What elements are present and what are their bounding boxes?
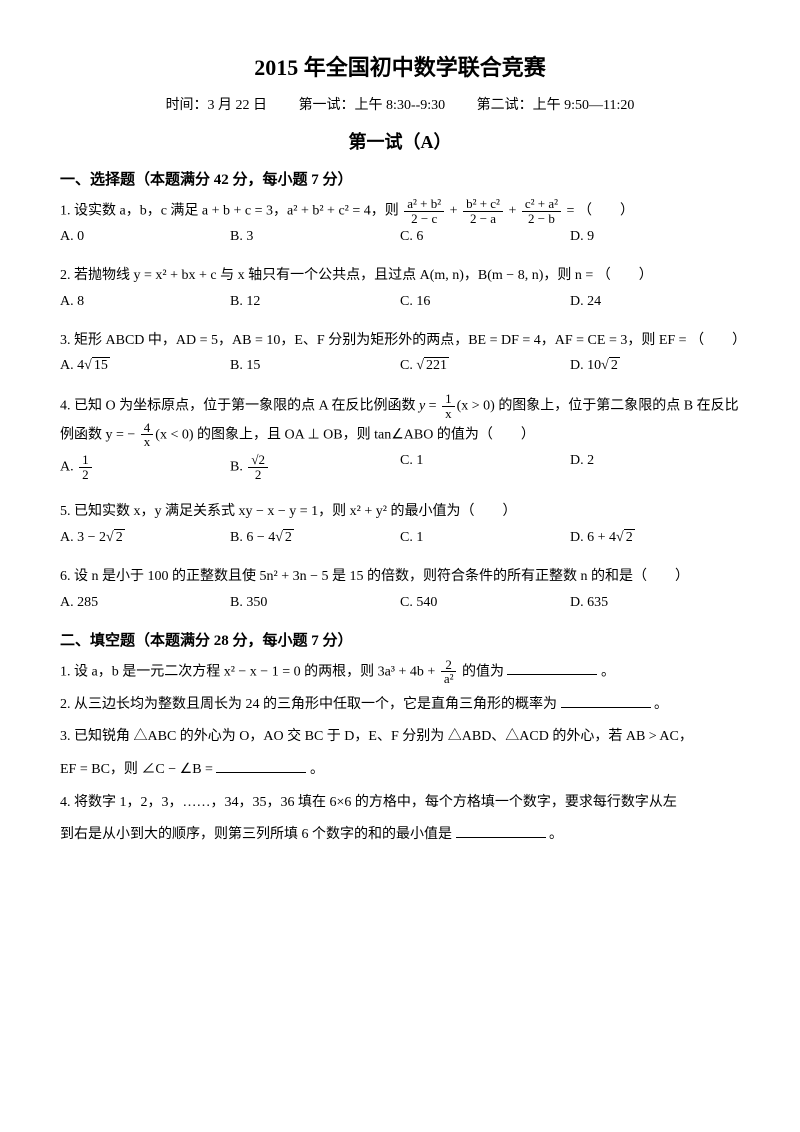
q5-c: C. 1	[400, 530, 570, 546]
q1-frac3: c² + a² 2 − b	[522, 197, 561, 225]
subtitle: 第一试（A）	[60, 128, 740, 154]
q3-options: A. 415 B. 15 C. 221 D. 102	[60, 358, 740, 374]
q5-stem: 5. 已知实数 x，y 满足关系式 xy − x − y = 1，则 x² + …	[60, 499, 740, 526]
q2-a: A. 8	[60, 294, 230, 310]
exam-page: 2015 年全国初中数学联合竞赛 时间：3 月 22 日 第一试：上午 8:30…	[0, 0, 800, 1132]
q1-a: A. 0	[60, 229, 230, 245]
exam-meta: 时间：3 月 22 日 第一试：上午 8:30--9:30 第二试：上午 9:5…	[60, 94, 740, 114]
q1-stem: 1. 设实数 a，b，c 满足 a + b + c = 3，a² + b² + …	[60, 197, 740, 225]
section-a-heading: 一、选择题（本题满分 42 分，每小题 7 分）	[60, 168, 740, 189]
q6-a: A. 285	[60, 595, 230, 611]
page-title: 2015 年全国初中数学联合竞赛	[60, 50, 740, 82]
q6-d: D. 635	[570, 595, 740, 611]
section-b-heading: 二、填空题（本题满分 28 分，每小题 7 分）	[60, 629, 740, 650]
q1-options: A. 0 B. 3 C. 6 D. 9	[60, 229, 740, 245]
q1-b: B. 3	[230, 229, 400, 245]
fq4-line2: 到右是从小到大的顺序，则第三列所填 6 个数字的和的最小值是 。	[60, 822, 740, 849]
q6-c: C. 540	[400, 595, 570, 611]
q6-stem: 6. 设 n 是小于 100 的正整数且使 5n² + 3n − 5 是 15 …	[60, 564, 740, 591]
q3-stem: 3. 矩形 ABCD 中，AD = 5，AB = 10，E、F 分别为矩形外的两…	[60, 328, 740, 355]
fq3-blank	[216, 758, 306, 773]
q1-frac1: a² + b² 2 − c	[404, 197, 444, 225]
q3-d: D. 102	[570, 358, 740, 374]
q4-stem: 4. 已知 O 为坐标原点，位于第一象限的点 A 在反比例函数 y = 1 x …	[60, 392, 740, 449]
q4-d: D. 2	[570, 453, 740, 481]
exam2-label: 第二试：上午 9:50—11:20	[477, 98, 635, 113]
q1-c: C. 6	[400, 229, 570, 245]
q5-b: B. 6 − 42	[230, 530, 400, 546]
q4-b: B. √2 2	[230, 453, 400, 481]
q5-a: A. 3 − 22	[60, 530, 230, 546]
q4-options: A. 1 2 B. √2 2 C. 1 D. 2	[60, 453, 740, 481]
q3-a: A. 415	[60, 358, 230, 374]
fq3-line2: EF = BC，则 ∠C − ∠B = 。	[60, 757, 740, 784]
q2-c: C. 16	[400, 294, 570, 310]
date-label: 时间：3 月 22 日	[166, 98, 268, 113]
q2-d: D. 24	[570, 294, 740, 310]
q1-frac2: b² + c² 2 − a	[463, 197, 503, 225]
q1-pre: 1. 设实数 a，b，c 满足 a + b + c = 3，a² + b² + …	[60, 203, 402, 218]
q1-post: = （ ）	[567, 203, 634, 218]
fq3-line1: 3. 已知锐角 △ABC 的外心为 O，AO 交 BC 于 D，E、F 分别为 …	[60, 724, 740, 751]
q6-options: A. 285 B. 350 C. 540 D. 635	[60, 595, 740, 611]
q2-b: B. 12	[230, 294, 400, 310]
fq4-line1: 4. 将数字 1，2，3，……，34，35，36 填在 6×6 的方格中，每个方…	[60, 790, 740, 817]
q6-b: B. 350	[230, 595, 400, 611]
q1-d: D. 9	[570, 229, 740, 245]
fq2: 2. 从三边长均为整数且周长为 24 的三角形中任取一个，它是直角三角形的概率为…	[60, 692, 740, 719]
q5-options: A. 3 − 22 B. 6 − 42 C. 1 D. 6 + 42	[60, 530, 740, 546]
fq4-blank	[456, 823, 546, 838]
q3-c: C. 221	[400, 358, 570, 374]
fq1: 1. 设 a，b 是一元二次方程 x² − x − 1 = 0 的两根，则 3a…	[60, 658, 740, 686]
q4-a: A. 1 2	[60, 453, 230, 481]
q2-options: A. 8 B. 12 C. 16 D. 24	[60, 294, 740, 310]
exam1-label: 第一试：上午 8:30--9:30	[299, 98, 446, 113]
fq1-blank	[507, 660, 597, 675]
q3-b: B. 15	[230, 358, 400, 374]
fq2-blank	[561, 693, 651, 708]
q5-d: D. 6 + 42	[570, 530, 740, 546]
q4-c: C. 1	[400, 453, 570, 481]
q4-f2: 4 x	[141, 421, 154, 449]
q2-stem: 2. 若抛物线 y = x² + bx + c 与 x 轴只有一个公共点，且过点…	[60, 263, 740, 290]
fq1-frac: 2 a²	[441, 658, 457, 686]
q4-f1: 1 x	[442, 392, 455, 420]
